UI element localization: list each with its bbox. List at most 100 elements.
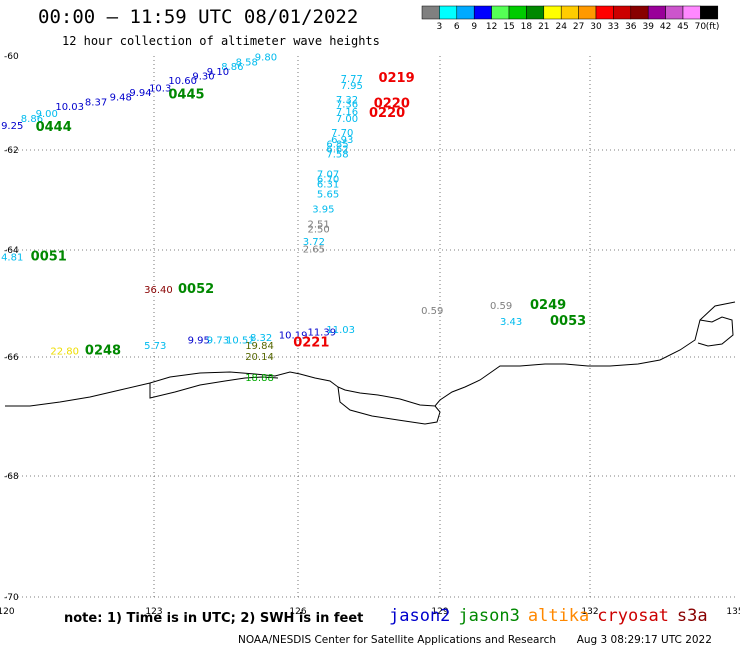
- colorbar-label: 30: [590, 22, 602, 32]
- colorbar-label: 6: [454, 22, 460, 32]
- wave-height-label: 9.10: [207, 67, 229, 78]
- pass-time-label: 0220: [374, 97, 410, 112]
- credit-text: NOAA/NESDIS Center for Satellite Applica…: [238, 634, 556, 646]
- lon-tick-label: 129: [431, 607, 448, 617]
- pass-time-label: 0249: [530, 298, 566, 313]
- colorbar-swatch: [421, 5, 440, 20]
- lat-tick-label: -66: [4, 353, 19, 363]
- wave-height-label: 10.60: [168, 76, 197, 87]
- antarctic-coastline: [5, 301, 736, 407]
- lon-tick-label: 135: [726, 607, 740, 617]
- wave-height-label: 0.59: [490, 301, 512, 312]
- page-subtitle: 12 hour collection of altimeter wave hei…: [62, 34, 380, 48]
- map-grid: 120 123 126 129 132 135 -60 -62 -64 -66 -68 -70: [0, 52, 740, 617]
- colorbar-swatch: [578, 5, 597, 20]
- wave-height-label: 7.16: [336, 107, 358, 118]
- wave-height-label: 10.3: [149, 83, 171, 94]
- lon-tick-label: 132: [581, 607, 598, 617]
- wave-height-label: 36.40: [144, 285, 173, 296]
- colorbar-swatch: [613, 5, 632, 20]
- lon-tick-label: 120: [0, 607, 15, 617]
- colorbar-label: 45: [677, 22, 688, 32]
- observation-layer: 9.808.588.869.109.3010.6010.39.949.488.3…: [1, 53, 586, 384]
- colorbar-label: 3: [437, 22, 443, 32]
- lat-tick-label: -62: [4, 146, 19, 156]
- colorbar-swatch: [473, 5, 492, 20]
- wave-height-label: 9.73: [207, 336, 229, 347]
- satellite-altika: altika: [527, 606, 590, 626]
- colorbar-swatch: [526, 5, 545, 20]
- colorbar-label: 12: [486, 22, 497, 32]
- footnote: note: 1) Time is in UTC; 2) SWH is in fe…: [64, 611, 364, 626]
- wave-height-label: 7.95: [341, 81, 363, 92]
- wave-height-label: 11.03: [326, 325, 355, 336]
- colorbar-swatch: [560, 5, 579, 20]
- colorbar-swatch: [439, 5, 458, 20]
- wave-height-label: 2.50: [307, 225, 329, 236]
- wave-height-label: 8.86: [221, 62, 243, 73]
- pass-time-label: 0220: [369, 106, 405, 121]
- wave-height-label: 5.73: [144, 341, 166, 352]
- credit-line: NOAA/NESDIS Center for Satellite Applica…: [238, 634, 712, 646]
- colorbar-swatch: [491, 5, 510, 20]
- bay-outline: [337, 386, 441, 425]
- wave-height-label: 9.80: [255, 53, 277, 64]
- colorbar-swatch: [630, 5, 649, 20]
- pass-time-label: 0053: [550, 314, 586, 329]
- colorbar-label: 9: [471, 22, 477, 32]
- wave-height-label: 6.62: [326, 145, 348, 156]
- wave-height-label: 6.93: [331, 135, 353, 146]
- pass-time-label: 0445: [168, 87, 204, 102]
- colorbar-label: 39: [642, 22, 654, 32]
- pass-time-label: 0221: [293, 335, 329, 350]
- colorbar-swatch: [595, 5, 614, 20]
- wave-height-label: 6.70: [317, 175, 339, 186]
- colorbar-label: 36: [625, 22, 637, 32]
- colorbar-label: 27: [573, 22, 584, 32]
- wave-height-label: 18.88: [245, 373, 274, 384]
- lon-tick-label: 123: [145, 607, 162, 617]
- wave-height-label: 11.39: [307, 328, 336, 339]
- wave-height-label: 0.59: [421, 306, 443, 317]
- colorbar-swatch: [665, 5, 684, 20]
- wave-height-label: 3.43: [500, 317, 522, 328]
- satellite-s3a: s3a: [676, 606, 708, 626]
- colorbar-label: 21: [538, 22, 549, 32]
- colorbar-label: 70: [695, 22, 707, 32]
- colorbar-label: 33: [608, 22, 619, 32]
- wave-height-label: 22.80: [50, 346, 79, 357]
- wave-height-label: 5.65: [317, 190, 339, 201]
- lat-tick-label: -60: [4, 52, 19, 62]
- wave-height-label: 19.84: [245, 341, 274, 352]
- wave-height-label: 8.32: [250, 333, 272, 344]
- wave-height-label: 7.32: [336, 95, 358, 106]
- wave-height-label: 6.85: [326, 140, 348, 151]
- lon-tick-label: 126: [289, 607, 306, 617]
- wave-height-label: 7.36: [336, 100, 358, 111]
- pass-time-label: 0219: [378, 71, 414, 86]
- pass-time-label: 0052: [178, 282, 214, 297]
- wave-height-label: 4.81: [1, 253, 23, 264]
- wave-height-label: 9.25: [1, 121, 23, 132]
- wave-height-label: 7.77: [341, 74, 363, 85]
- wave-height-label: 8.86: [21, 114, 43, 125]
- satellite-legend: jason2 jason3 altika cryosat s3a: [389, 606, 716, 626]
- wave-height-label: 8.37: [85, 97, 107, 108]
- colorbar-swatch: [700, 5, 719, 20]
- wave-height-label: 7.70: [331, 128, 353, 139]
- wave-height-label: 10.52: [226, 336, 255, 347]
- colorbar-label: 18: [521, 22, 533, 32]
- colorbar-swatch: [647, 5, 666, 20]
- colorbar-label: 42: [660, 22, 671, 32]
- wave-height-label: 9.30: [192, 72, 214, 83]
- lat-tick-label: -70: [4, 593, 19, 603]
- wave-height-label: 20.14: [245, 352, 274, 363]
- wave-height-label: 2.51: [307, 220, 329, 231]
- wave-height-label: 8.58: [236, 57, 258, 68]
- timestamp: Aug 3 08:29:17 UTC 2022: [576, 634, 712, 646]
- wave-height-label: 6.31: [317, 180, 339, 191]
- wave-height-label: 7.07: [317, 170, 339, 181]
- colorbar-swatch: [456, 5, 475, 20]
